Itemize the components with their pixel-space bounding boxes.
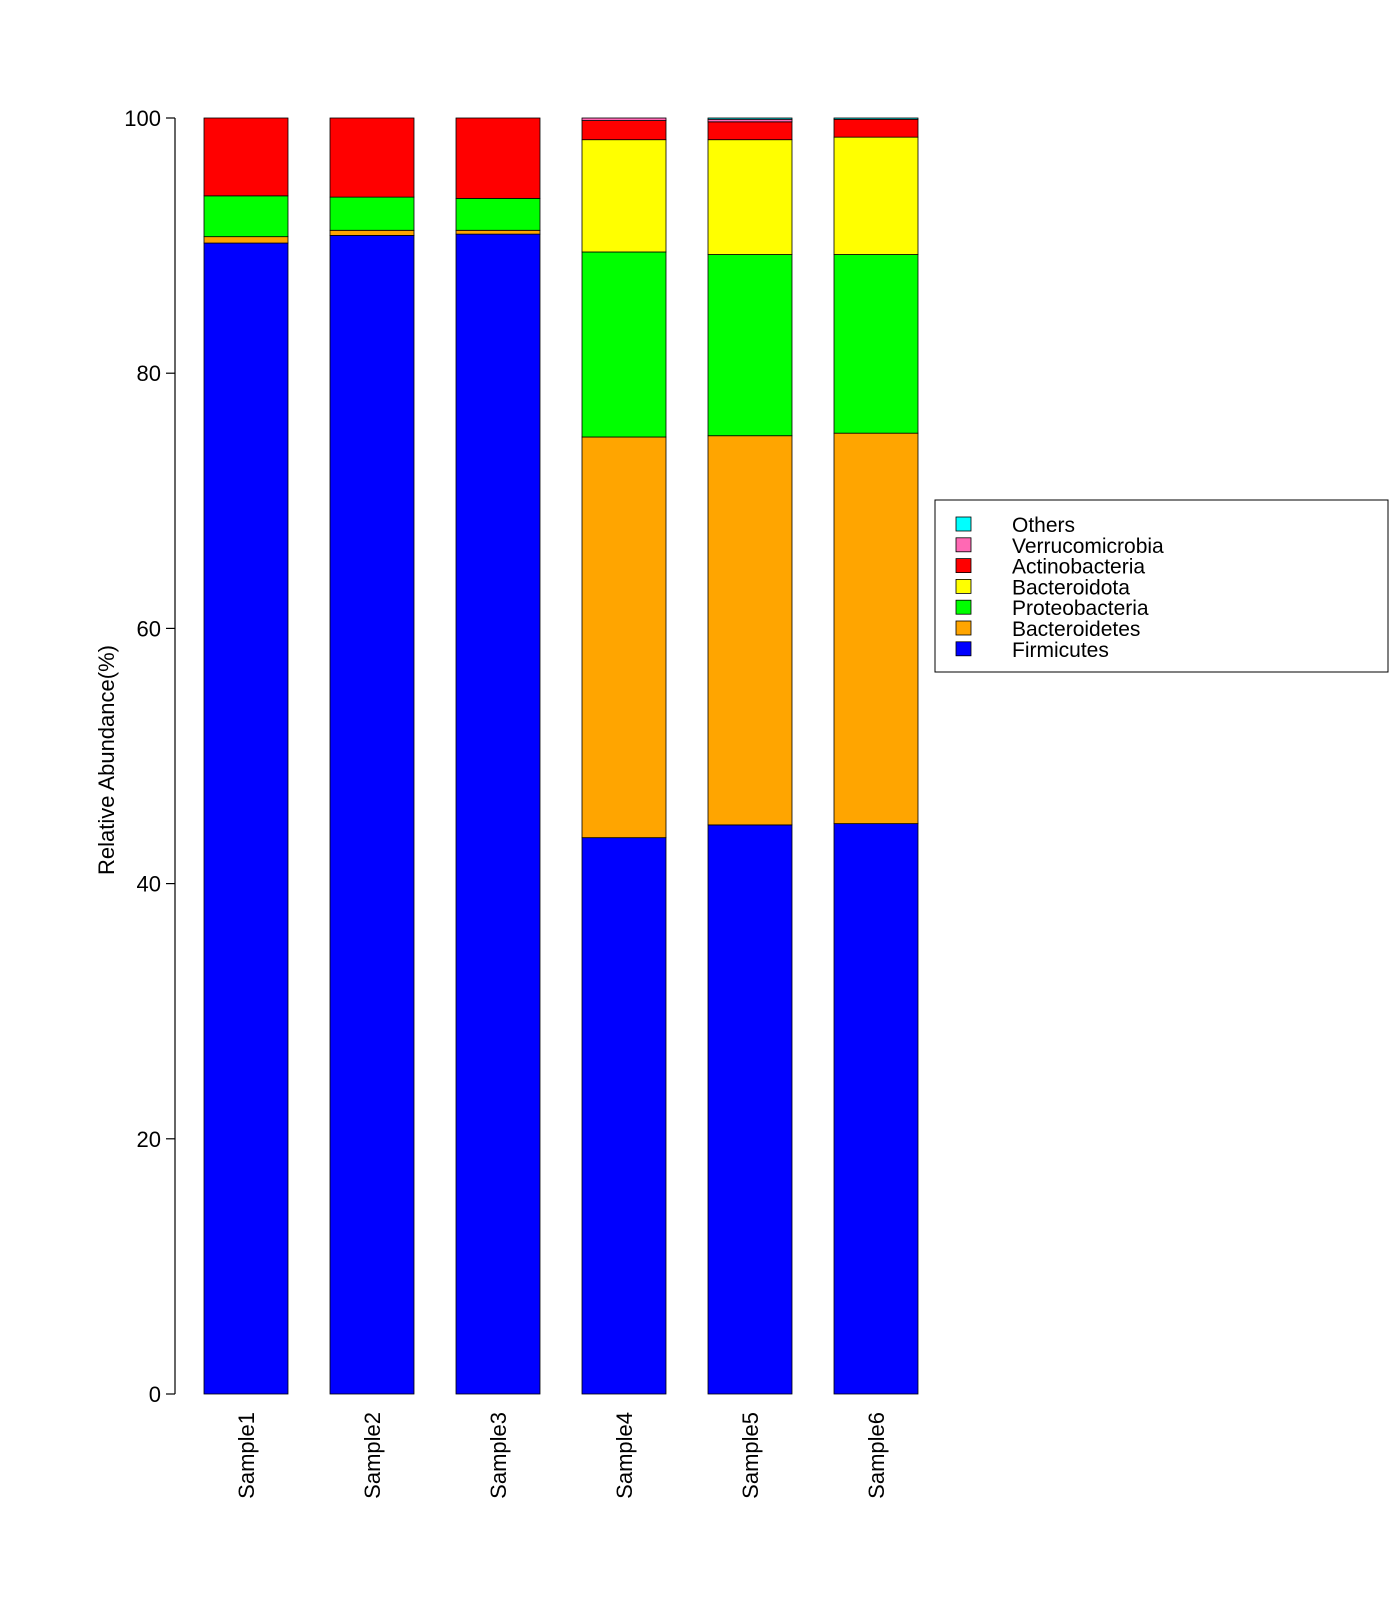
legend-label-bacteroidetes: Bacteroidetes [1012, 618, 1140, 641]
bar-stack-sample4 [581, 117, 667, 1395]
bar-segment-actinobacteria [707, 121, 793, 141]
y-tick-label: 100 [124, 106, 161, 131]
bar-segment-actinobacteria [833, 118, 919, 138]
bar-stack-sample5 [707, 117, 793, 1395]
x-tick-label: Sample6 [864, 1412, 889, 1499]
y-tick-label: 80 [137, 361, 161, 386]
bar-segment-actinobacteria [455, 117, 541, 199]
legend-label-actinobacteria: Actinobacteria [1012, 556, 1145, 579]
legend-label-proteobacteria: Proteobacteria [1012, 597, 1149, 620]
x-tick-label: Sample5 [738, 1412, 763, 1499]
bar-segment-proteobacteria [329, 196, 415, 231]
legend-label-bacteroidota: Bacteroidota [1012, 576, 1130, 599]
x-tick-label: Sample1 [234, 1412, 259, 1499]
legend-swatch-firmicutes [955, 641, 972, 657]
legend-swatch-proteobacteria [955, 599, 972, 615]
legend: OthersVerrucomicrobiaActinobacteriaBacte… [934, 499, 1389, 673]
bar-segment-firmicutes [329, 234, 415, 1395]
x-tick-label: Sample3 [486, 1412, 511, 1499]
y-tick-label: 20 [137, 1127, 161, 1152]
bar-stack-sample6 [833, 117, 919, 1395]
bar-segment-bacteroidetes [833, 432, 919, 825]
legend-label-others: Others [1012, 514, 1075, 537]
legend-box [934, 499, 1389, 673]
bar-stack-sample1 [203, 117, 289, 1395]
bar-segment-actinobacteria [581, 120, 667, 141]
legend-swatch-bacteroidota [955, 579, 972, 594]
y-tick-label: 40 [137, 872, 161, 897]
bar-segment-actinobacteria [203, 117, 289, 197]
bar-segment-others [833, 117, 919, 120]
bar-stack-sample3 [455, 117, 541, 1395]
legend-swatch-bacteroidetes [955, 620, 972, 636]
bar-segment-bacteroidetes [329, 229, 415, 236]
bar-segment-bacteroidetes [581, 436, 667, 839]
bar-segment-bacteroidetes [707, 435, 793, 826]
x-tick-label: Sample2 [360, 1412, 385, 1499]
x-axis-labels: Sample1 Sample2 Sample3 Sample4 Sample5 Sampl… [234, 1412, 889, 1499]
bar-segment-bacteroidetes [203, 236, 289, 244]
legend-items: OthersVerrucomicrobiaActinobacteriaBacte… [955, 514, 1164, 662]
y-tick-label: 0 [149, 1382, 161, 1407]
bar-segment-bacteroidota [833, 136, 919, 255]
bar-segment-bacteroidota [707, 139, 793, 255]
legend-swatch-others [955, 516, 972, 532]
y-axis-label: Relative Abundance(%) [94, 645, 119, 875]
bar-segment-firmicutes [455, 233, 541, 1395]
bar-segment-proteobacteria [203, 195, 289, 238]
bar-segment-bacteroidetes [455, 229, 541, 235]
bar-segment-proteobacteria [581, 251, 667, 438]
bar-segment-firmicutes [707, 824, 793, 1395]
legend-label-verrucomicrobia: Verrucomicrobia [1012, 535, 1164, 558]
legend-label-firmicutes: Firmicutes [1012, 639, 1109, 662]
y-axis: 0 20 40 60 80 100 [124, 106, 176, 1407]
legend-swatch-verrucomicrobia [955, 537, 972, 553]
bar-segment-firmicutes [203, 242, 289, 1395]
bar-segment-proteobacteria [455, 197, 541, 231]
bar-segment-bacteroidota [581, 139, 667, 253]
y-tick-label: 60 [137, 616, 161, 641]
legend-swatch-actinobacteria [955, 558, 972, 573]
bar-segment-actinobacteria [329, 117, 415, 198]
bar-segment-firmicutes [833, 823, 919, 1395]
bar-segment-verrucomicrobia [581, 117, 667, 121]
bar-stack-sample2 [329, 117, 415, 1395]
bar-segment-others [707, 117, 793, 120]
x-tick-label: Sample4 [612, 1412, 637, 1499]
bar-segment-proteobacteria [833, 254, 919, 434]
bar-segment-proteobacteria [707, 254, 793, 437]
bar-segment-firmicutes [581, 837, 667, 1395]
bars [203, 117, 919, 1395]
